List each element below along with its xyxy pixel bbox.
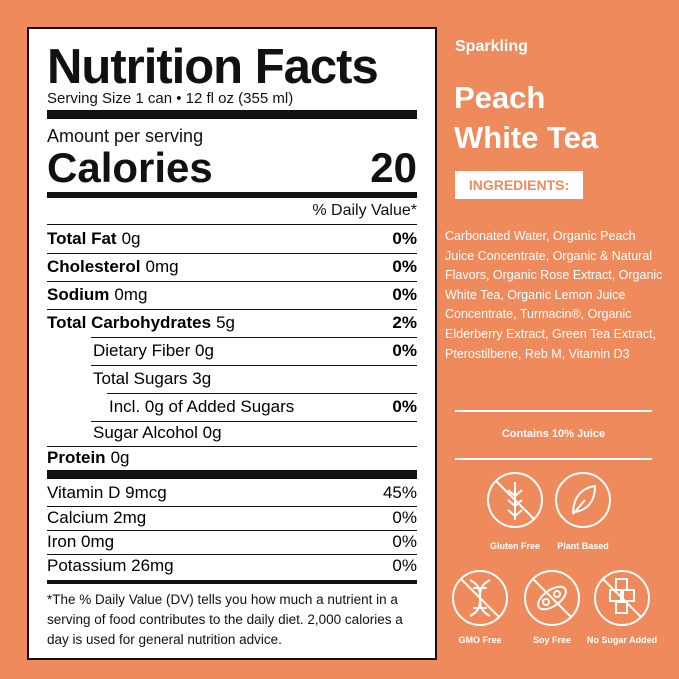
nutrient-row: Total Fat 0g 0%	[47, 225, 417, 253]
nutrient-name: Cholesterol	[47, 257, 141, 276]
nutrition-panel: Nutrition Facts Serving Size 1 can • 12 …	[27, 27, 437, 660]
rule	[91, 337, 417, 338]
nutrient-name: Dietary Fiber	[93, 341, 191, 360]
gluten-free-icon	[487, 472, 543, 528]
nutrient-dv: 0%	[392, 341, 417, 360]
ingredients: Carbonated Water, Organic Peach Juice Co…	[445, 229, 663, 361]
nutrient-dv: 0%	[392, 229, 417, 248]
rule	[91, 365, 417, 366]
rule	[47, 506, 417, 507]
vitamin-dv: 0%	[392, 532, 417, 551]
rule	[47, 110, 417, 119]
nutrient-row: Protein 0g	[47, 444, 417, 472]
nutrient-name: Incl. 0g of Added Sugars	[109, 397, 295, 416]
vitamin-row: Vitamin D 9mcg 45%	[47, 481, 417, 505]
nutrient-amount: 0mg	[145, 257, 179, 276]
badge-label: Gluten Free	[489, 541, 540, 551]
vitamin-dv: 0%	[392, 508, 417, 527]
rule	[47, 446, 417, 447]
divider	[455, 410, 652, 412]
rule	[47, 309, 417, 310]
subtitle: Sparkling	[455, 38, 528, 55]
nutrient-amount: 0g	[202, 423, 222, 442]
calories: 20	[370, 144, 417, 191]
calories-label: Calories	[47, 144, 213, 191]
nutrient-row: Total Carbohydrates 5g 2%	[47, 309, 417, 337]
vitamin-dv: 45%	[382, 483, 417, 502]
vitamin-name: Calcium	[47, 508, 109, 527]
nutrient-amount: 5g	[216, 313, 235, 332]
badge-label: No Sugar Added	[586, 635, 658, 645]
rule	[47, 281, 417, 282]
nutrient-row: Incl. 0g of Added Sugars 0%	[109, 393, 417, 421]
vitamin-row: Iron 0mg 0%	[47, 530, 417, 554]
nutrient-row: Cholesterol 0mg 0%	[47, 253, 417, 281]
nutrient-amount: 0g	[110, 448, 130, 467]
dv-header: % Daily Value*	[312, 202, 417, 219]
vitamin-amount: 2mg	[113, 508, 147, 527]
nutrient-dv: 0%	[392, 285, 417, 304]
badge-label: Soy Free	[532, 635, 572, 645]
rule	[47, 224, 417, 225]
nutrient-dv: 0%	[392, 257, 417, 276]
vitamin-row: Calcium 2mg 0%	[47, 506, 417, 530]
nutrient-amount: 0g	[195, 341, 214, 360]
vitamin-amount: 0mg	[81, 532, 115, 551]
badge-label: Plant Based	[557, 541, 609, 551]
rule	[47, 554, 417, 555]
gmo-free-icon	[452, 570, 508, 626]
badge-label: GMO Free	[458, 635, 502, 645]
nutrient-amount: 3g	[192, 369, 212, 388]
nutrient-row: Sugar Alcohol 0g	[93, 419, 417, 447]
rule	[91, 421, 417, 422]
nutrient-name: Sugar Alcohol	[93, 423, 198, 442]
nutrient-row: Dietary Fiber 0g 0%	[93, 337, 417, 365]
nutrient-dv: 0%	[392, 397, 417, 416]
rule	[47, 530, 417, 531]
serving-size: Serving Size 1 can • 12 fl oz (355 ml)	[47, 90, 294, 107]
nutrient-name: Total Fat	[47, 229, 117, 248]
badge-icons	[452, 472, 650, 626]
no-sugar-icon	[594, 570, 650, 626]
vitamin-amount: 9mcg	[125, 483, 167, 502]
vitamin-amount: 26mg	[131, 556, 174, 575]
nutrient-amount: 0g	[121, 229, 141, 248]
nutrient-row: Total Sugars 3g	[93, 365, 417, 393]
divider	[455, 458, 652, 460]
nutrient-row: Sodium 0mg 0%	[47, 281, 417, 309]
nutrient-dv: 2%	[392, 313, 417, 332]
title: Nutrition Facts	[47, 40, 379, 94]
nutrient-name: Total Sugars	[93, 369, 188, 388]
vitamin-name: Potassium	[47, 556, 127, 575]
rule	[47, 470, 417, 479]
vitamin-name: Iron	[47, 532, 77, 551]
rule	[47, 192, 417, 198]
vitamin-dv: 0%	[392, 556, 417, 575]
nutrient-name: Sodium	[47, 285, 110, 304]
soy-free-icon	[524, 570, 580, 626]
footnote: *The % Daily Value (DV) tells you how mu…	[47, 592, 403, 647]
amount-per-serving: Amount per serving	[47, 126, 204, 146]
product-name: White Tea	[454, 120, 599, 155]
nutrient-amount: 0mg	[114, 285, 148, 304]
rule	[47, 580, 417, 584]
rule	[47, 253, 417, 254]
nutrient-name: Total Carbohydrates	[47, 313, 212, 332]
juice-note: Contains 10% Juice	[501, 428, 606, 440]
plant-based-icon	[555, 472, 611, 528]
rule	[107, 393, 417, 394]
ingredients-heading: INGREDIENTS:	[455, 171, 583, 199]
product-name: Peach	[454, 80, 546, 115]
vitamin-name: Vitamin D	[47, 483, 121, 502]
vitamin-row: Potassium 26mg 0%	[47, 554, 417, 578]
nutrient-name: Protein	[47, 448, 106, 467]
